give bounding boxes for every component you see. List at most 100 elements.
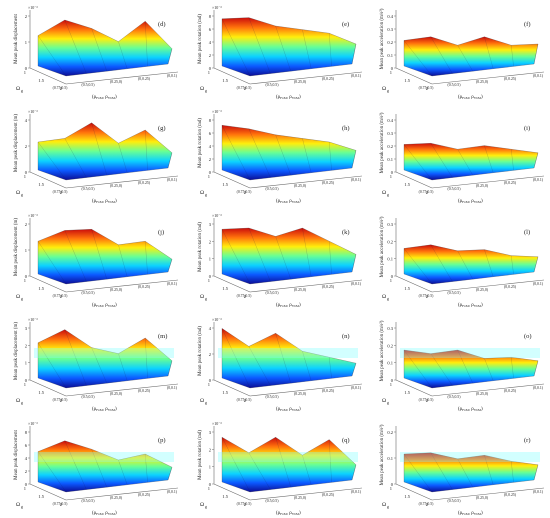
z-tick-label: 0.1 xyxy=(387,157,393,162)
x-axis-label: Ω xyxy=(382,190,386,196)
y-axis-label-mid: , ρ xyxy=(287,95,293,100)
x-axis-subscript: g xyxy=(21,296,23,301)
surface-mesh-line xyxy=(37,451,67,493)
x-axis-label: Ω xyxy=(200,190,204,196)
y-axis-label-sub1: FxM xyxy=(96,96,103,100)
y-axis-label-mid: , ρ xyxy=(287,199,293,204)
z-tick-label: 6 xyxy=(209,131,212,136)
y-tick-label: (0.25,0) xyxy=(476,496,489,501)
z-axis-label: Mean peak rotation (rad) xyxy=(198,222,203,272)
z-tick-label: 0 xyxy=(209,170,212,175)
surface-mesh-line xyxy=(167,467,173,481)
surface-mesh-line xyxy=(351,43,357,65)
y-axis-label-mid: , ρ xyxy=(469,95,475,100)
x-tick-label: 1.5 xyxy=(38,390,44,395)
y-axis-line xyxy=(431,487,545,501)
surface-mesh-line xyxy=(430,143,453,178)
y-axis-label-close: ) xyxy=(481,303,483,308)
x-axis-line xyxy=(213,171,251,189)
x-axis-line xyxy=(29,483,67,501)
y-axis-label-mid: , ρ xyxy=(469,303,475,308)
y-axis-label-sub1: FxM xyxy=(280,200,287,204)
z-tick-label: 2 xyxy=(25,469,27,474)
y-axis-label: (ρFxM, ρYbM) xyxy=(276,199,301,204)
surface-mesh-line xyxy=(118,353,128,381)
y-tick-label: (0.75,0.5) xyxy=(419,86,435,91)
x-tick-label: 2 xyxy=(60,294,62,299)
y-axis-label-sub1: FxM xyxy=(280,408,287,412)
surface-mesh-line xyxy=(145,337,148,379)
x-tick-label: 2 xyxy=(426,86,428,91)
x-axis-label: Ω xyxy=(16,190,20,196)
z-tick-label: 4 xyxy=(25,456,28,461)
z-tick-label: 0 xyxy=(391,170,394,175)
surface-mesh-line xyxy=(64,230,87,282)
surface-fill xyxy=(37,122,173,181)
x-tick-label: 2 xyxy=(244,294,246,299)
z-axis-label: Mean peak displacement xyxy=(14,14,19,64)
surface-mesh-line xyxy=(533,360,539,377)
x-tick-label: 1 xyxy=(208,174,210,179)
surface-fill xyxy=(403,349,539,389)
surface-mesh-line xyxy=(484,145,494,173)
y-axis-label-close: ) xyxy=(115,95,117,100)
surface-mesh-line xyxy=(457,149,473,176)
y-axis-label: (ρFxM, ρYbM) xyxy=(458,303,483,308)
y-tick-label: (0,0.1) xyxy=(351,282,362,287)
y-tick-label: (0.5,0.5) xyxy=(266,187,280,192)
y-tick-label: (0.75,0.5) xyxy=(419,294,435,299)
x-axis-line xyxy=(213,67,251,85)
z-axis-label: Mean peak acceleration (m/s²) xyxy=(379,320,385,381)
z-axis-label: Mean peak acceleration (m/s²) xyxy=(379,424,385,485)
panel-label: (m) xyxy=(158,333,167,340)
y-axis-label-close: ) xyxy=(299,303,301,308)
y-axis-label-mid: , ρ xyxy=(103,199,109,204)
surface-mesh-line xyxy=(484,249,494,277)
y-tick-label: (0.5,0.5) xyxy=(82,83,96,88)
x-tick-label: 1.5 xyxy=(38,286,44,291)
x-tick-label: 2 xyxy=(60,86,62,91)
surface-mesh-line xyxy=(351,464,357,481)
panel-label: (h) xyxy=(342,125,350,132)
z-axis-label: Mean peak acceleration (m/s²) xyxy=(379,112,385,173)
surface-mesh-line xyxy=(430,452,453,490)
surface-mesh-line xyxy=(167,360,173,377)
y-axis-label: (ρFxM, ρYbM) xyxy=(458,407,483,412)
z-tick-label: 0 xyxy=(209,482,212,487)
z-axis-label: Mean peak displacement (m) xyxy=(14,114,19,173)
x-axis-line xyxy=(395,67,433,85)
z-tick-label: 0 xyxy=(391,66,394,71)
y-tick-label: (0.75,0.5) xyxy=(237,190,253,195)
y-axis-label-sub1: FxM xyxy=(280,512,287,516)
surface-mesh-line xyxy=(91,122,107,176)
y-tick-label: (0.75,0.5) xyxy=(419,190,435,195)
y-tick-label: (0.5,0.5) xyxy=(448,291,462,296)
x-tick-label: 2 xyxy=(60,502,62,507)
y-axis-label-mid: , ρ xyxy=(469,199,475,204)
z-tick-label: 0.2 xyxy=(387,40,393,45)
x-tick-label: 2 xyxy=(244,502,246,507)
y-axis-label-sub1: FxM xyxy=(96,200,103,204)
surface-mesh-line xyxy=(221,229,251,285)
surface-mesh-line xyxy=(37,35,67,77)
y-axis-label-open: (ρ xyxy=(276,199,281,204)
y-axis-label-sub2: YbM xyxy=(474,512,481,516)
x-tick-label: 2 xyxy=(244,86,246,91)
surface-mesh-line xyxy=(302,227,312,277)
z-tick-label: 2 xyxy=(25,222,27,227)
x-tick-label: 1.5 xyxy=(38,182,44,187)
surface-mesh-line xyxy=(302,29,312,69)
y-axis-line xyxy=(431,279,545,293)
y-axis-line xyxy=(431,175,545,189)
y-axis-label: (ρFxM, ρYbM) xyxy=(92,407,117,412)
z-tick-label: 2 xyxy=(209,53,211,58)
surface-fill xyxy=(403,244,539,285)
surface-mesh-line xyxy=(351,150,357,169)
y-axis-label-open: (ρ xyxy=(458,407,463,412)
y-tick-label: (0,0.1) xyxy=(167,282,178,287)
threshold-plane xyxy=(34,348,174,358)
y-tick-label: (0,0.25) xyxy=(504,181,517,186)
surface-mesh-line xyxy=(91,449,107,488)
x-tick-label: 1 xyxy=(390,486,392,491)
